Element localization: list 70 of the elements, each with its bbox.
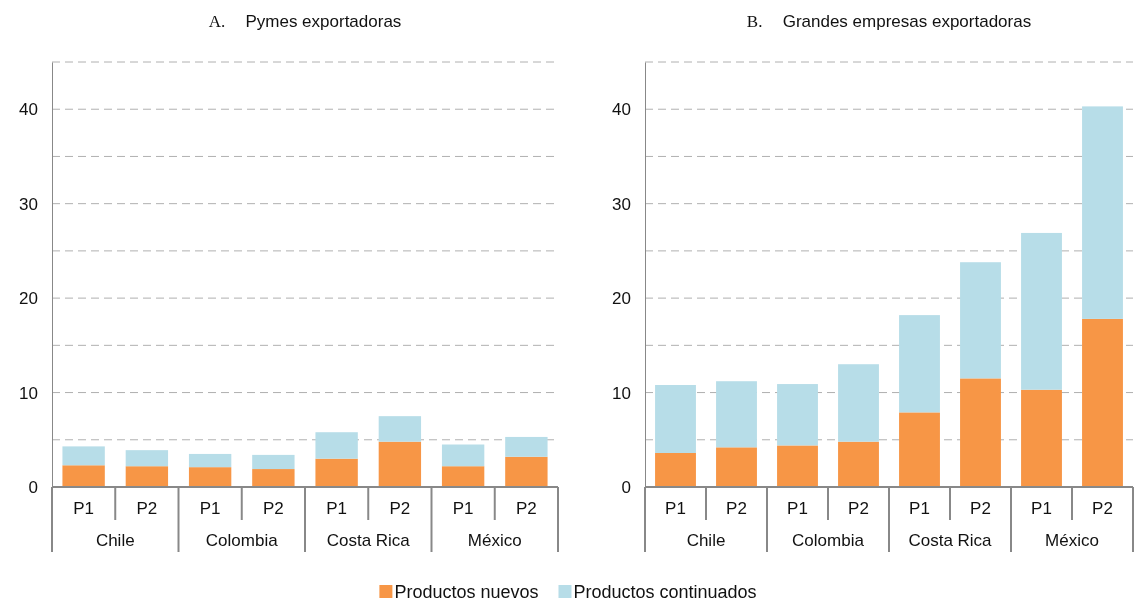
y-tick-label: 0 [621, 477, 631, 497]
bar [777, 384, 818, 446]
bar [899, 412, 940, 487]
x-tick-label: P2 [1092, 499, 1113, 518]
bar [1082, 106, 1123, 319]
text: México [1045, 531, 1099, 550]
x-tick-label: P2 [970, 499, 991, 518]
bar [655, 453, 696, 487]
legend-label: Productos continuados [573, 582, 757, 602]
x-tick-label: P1 [326, 499, 348, 518]
bar [378, 441, 422, 487]
bar [716, 381, 757, 448]
bar [838, 364, 879, 442]
bar [838, 441, 879, 487]
x-tick-label: P1 [73, 499, 95, 518]
text: Costa Rica [908, 531, 993, 550]
x-tick-label: P1 [665, 499, 686, 518]
x-tick-label: P1 [452, 499, 474, 518]
bar [188, 453, 232, 468]
chart-title: A. Pymes exportadoras [208, 12, 402, 31]
y-tick-label: 10 [612, 383, 631, 403]
bar [1082, 318, 1123, 487]
x-tick-label: P1 [909, 499, 930, 518]
bar [315, 432, 358, 459]
bar [1021, 232, 1062, 390]
text: Chile [686, 531, 726, 550]
bar [441, 466, 485, 487]
text: México [467, 531, 522, 550]
bar [62, 446, 105, 466]
x-tick-label: P1 [787, 499, 808, 518]
y-tick-label: 20 [19, 289, 38, 309]
bar [960, 378, 1001, 487]
x-tick-label: P2 [848, 499, 869, 518]
y-tick-label: 0 [28, 477, 38, 497]
bar [899, 315, 940, 413]
bar [188, 467, 232, 487]
x-tick-label: P2 [389, 499, 411, 518]
bar [655, 385, 696, 453]
y-tick-label: 30 [19, 194, 38, 214]
x-tick-label: P1 [1031, 499, 1052, 518]
bar [505, 456, 548, 487]
bar [378, 416, 422, 442]
bar [441, 444, 485, 467]
bar [252, 469, 295, 487]
y-tick-label: 40 [612, 100, 631, 120]
y-tick-label: 30 [612, 194, 631, 214]
bar [62, 465, 105, 487]
x-tick-label: P1 [199, 499, 221, 518]
bar [252, 454, 295, 470]
y-tick-label: 40 [19, 100, 38, 120]
bar [125, 450, 169, 467]
bar [505, 436, 548, 457]
text: Colombia [792, 531, 865, 550]
bar [1021, 389, 1062, 487]
x-tick-label: P2 [262, 499, 284, 518]
bar [125, 466, 169, 487]
bar [315, 458, 358, 487]
x-tick-label: P2 [726, 499, 747, 518]
text: Colombia [205, 531, 279, 550]
x-tick-label: P2 [515, 499, 537, 518]
legend-label: Productos nuevos [394, 582, 539, 602]
bar [960, 262, 1001, 379]
chart-title: B. Grandes empresas exportadoras [746, 12, 1032, 31]
y-tick-label: 10 [19, 383, 38, 403]
text: Costa Rica [326, 531, 411, 550]
text: Chile [95, 531, 135, 550]
x-tick-label: P2 [136, 499, 158, 518]
bar [716, 447, 757, 487]
y-tick-label: 20 [612, 289, 631, 309]
bar [777, 445, 818, 487]
